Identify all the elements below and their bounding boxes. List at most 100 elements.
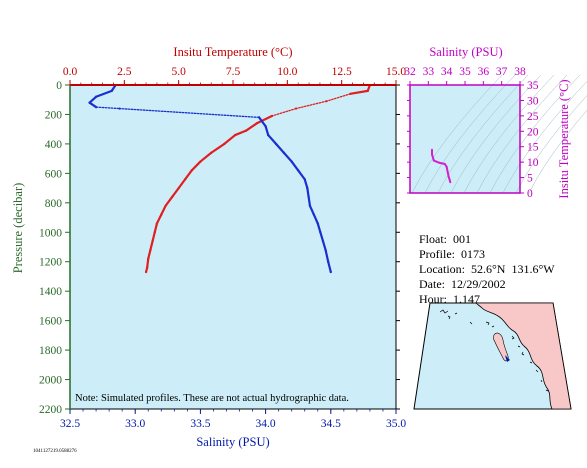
temperature-tick-label: 10.0 — [277, 66, 297, 78]
date-info-row: Date: 12/29/2002 — [413, 262, 506, 292]
salinity-segment — [94, 89, 113, 98]
date-label: Date: — [419, 277, 445, 291]
location-info-row: Location: 52.6°N 131.6°W — [413, 247, 555, 277]
map-land — [475, 302, 572, 410]
salinity-point — [308, 204, 312, 207]
temperature-point — [146, 266, 149, 269]
ts-salinity-tick-label: 37 — [496, 66, 508, 78]
salinity-segment — [324, 248, 330, 263]
salinity-segment — [88, 95, 98, 104]
ts-temperature-tick-label: 0 — [527, 188, 533, 200]
map-island — [493, 332, 509, 362]
temperature-point — [223, 142, 226, 146]
ts-salinity-tick-label: 33 — [423, 66, 435, 78]
temperature-segment — [151, 231, 156, 243]
ts-contour — [411, 74, 503, 194]
salinity-point — [297, 169, 300, 172]
pressure-tick-label: 2000 — [39, 375, 62, 387]
temperature-segment — [171, 186, 180, 199]
salinity-point — [327, 260, 330, 263]
location-map — [413, 302, 572, 410]
temperature-point — [271, 114, 274, 118]
temperature-segment — [146, 257, 150, 269]
salinity-segment — [307, 195, 312, 207]
pressure-tick-label: 600 — [45, 168, 63, 180]
ts-salinity-tick-label: 32 — [404, 66, 416, 78]
ts-profile — [431, 148, 452, 184]
salinity-point — [321, 240, 325, 243]
salinity-point — [274, 142, 278, 146]
ts-temperature-axis-title: Insitu Temperature (°C) — [557, 79, 571, 198]
temperature-tick-label: 2.5 — [117, 66, 132, 78]
temperature-point — [366, 89, 369, 92]
temperature-point — [160, 213, 163, 216]
location-label: Location: — [419, 262, 465, 276]
profile-value: 0173 — [461, 247, 485, 261]
ts-contour — [450, 74, 542, 194]
temperature-tick-label: 0.0 — [63, 66, 78, 78]
temperature-segment — [234, 129, 248, 137]
simulation-note: Note: Simulated profiles. These are not … — [75, 393, 349, 404]
top-temperature-axis-title: Insitu Temperature (°C) — [173, 45, 292, 59]
temperature-tick-label: 12.5 — [332, 66, 352, 78]
ts-salinity-tick-label: 35 — [459, 66, 471, 78]
salinity-point — [324, 248, 327, 252]
ts-profile-segment — [447, 175, 452, 184]
salinity-segment — [257, 116, 267, 128]
temperature-tick-label: 5.0 — [171, 66, 186, 78]
temperature-point — [199, 160, 202, 163]
salinity-segment — [118, 107, 260, 119]
salinity-segment — [264, 125, 270, 137]
ts-plot-area — [410, 85, 520, 193]
salinity-segment — [290, 160, 300, 172]
temperature-segment — [177, 178, 187, 190]
ts-salinity-tick-label: 36 — [478, 66, 490, 78]
pressure-tick-label: 200 — [45, 109, 63, 121]
salinity-point — [118, 107, 121, 110]
temperature-segment — [255, 114, 274, 125]
temperature-point — [171, 195, 174, 199]
temperature-point — [164, 204, 167, 207]
salinity-point — [306, 186, 309, 190]
temperature-segment — [160, 204, 167, 216]
salinity-point — [257, 116, 261, 119]
main-axis-ticks: 0 200 400 600 800 1000 1200 1400 1600 1800 2000 220… — [39, 66, 406, 430]
salinity-segment — [267, 133, 278, 146]
salinity-point — [290, 160, 293, 163]
salinity-point — [303, 178, 306, 181]
float-value: 001 — [453, 232, 472, 246]
hour-label: Hour: — [419, 292, 447, 306]
ts-contour — [515, 95, 587, 194]
profile-info-row: Profile: 0173 — [413, 232, 485, 262]
temperature-segment — [153, 222, 159, 234]
pressure-tick-label: 1800 — [39, 345, 62, 357]
pressure-tick-label: 1600 — [39, 316, 62, 328]
salinity-tick-label: 35.0 — [386, 418, 406, 430]
pressure-tick-label: 800 — [45, 198, 63, 210]
date-value: 12/29/2002 — [451, 277, 506, 291]
salinity-tick-label: 33.5 — [190, 418, 210, 430]
salinity-segment — [282, 151, 293, 163]
pressure-tick-label: 1200 — [39, 257, 62, 269]
ts-density-contours — [411, 74, 587, 194]
ts-contour — [437, 74, 529, 194]
salinity-point — [94, 95, 98, 98]
ts-contour — [502, 80, 587, 194]
salinity-point — [319, 231, 322, 234]
ts-temperature-tick-label: 35 — [527, 80, 539, 92]
salinity-point — [88, 101, 91, 104]
location-value: 52.6°N 131.6°W — [470, 262, 555, 276]
pressure-tick-label: 1400 — [39, 286, 62, 298]
ts-salinity-tick-label: 38 — [514, 66, 526, 78]
salinity-tick-label: 34.5 — [321, 418, 341, 430]
ts-temperature-tick-label: 20 — [527, 126, 539, 138]
main-plot-area — [70, 85, 396, 409]
temperature-segment — [210, 142, 226, 154]
salinity-tick-label: 32.5 — [60, 418, 80, 430]
ts-contour — [463, 74, 555, 194]
temperature-point — [349, 92, 352, 95]
ts-temperature-tick-label: 25 — [527, 111, 539, 123]
hour-value: 1.147 — [453, 292, 480, 306]
salinity-tick-label: 34.0 — [256, 418, 276, 430]
temperature-point — [144, 270, 148, 274]
